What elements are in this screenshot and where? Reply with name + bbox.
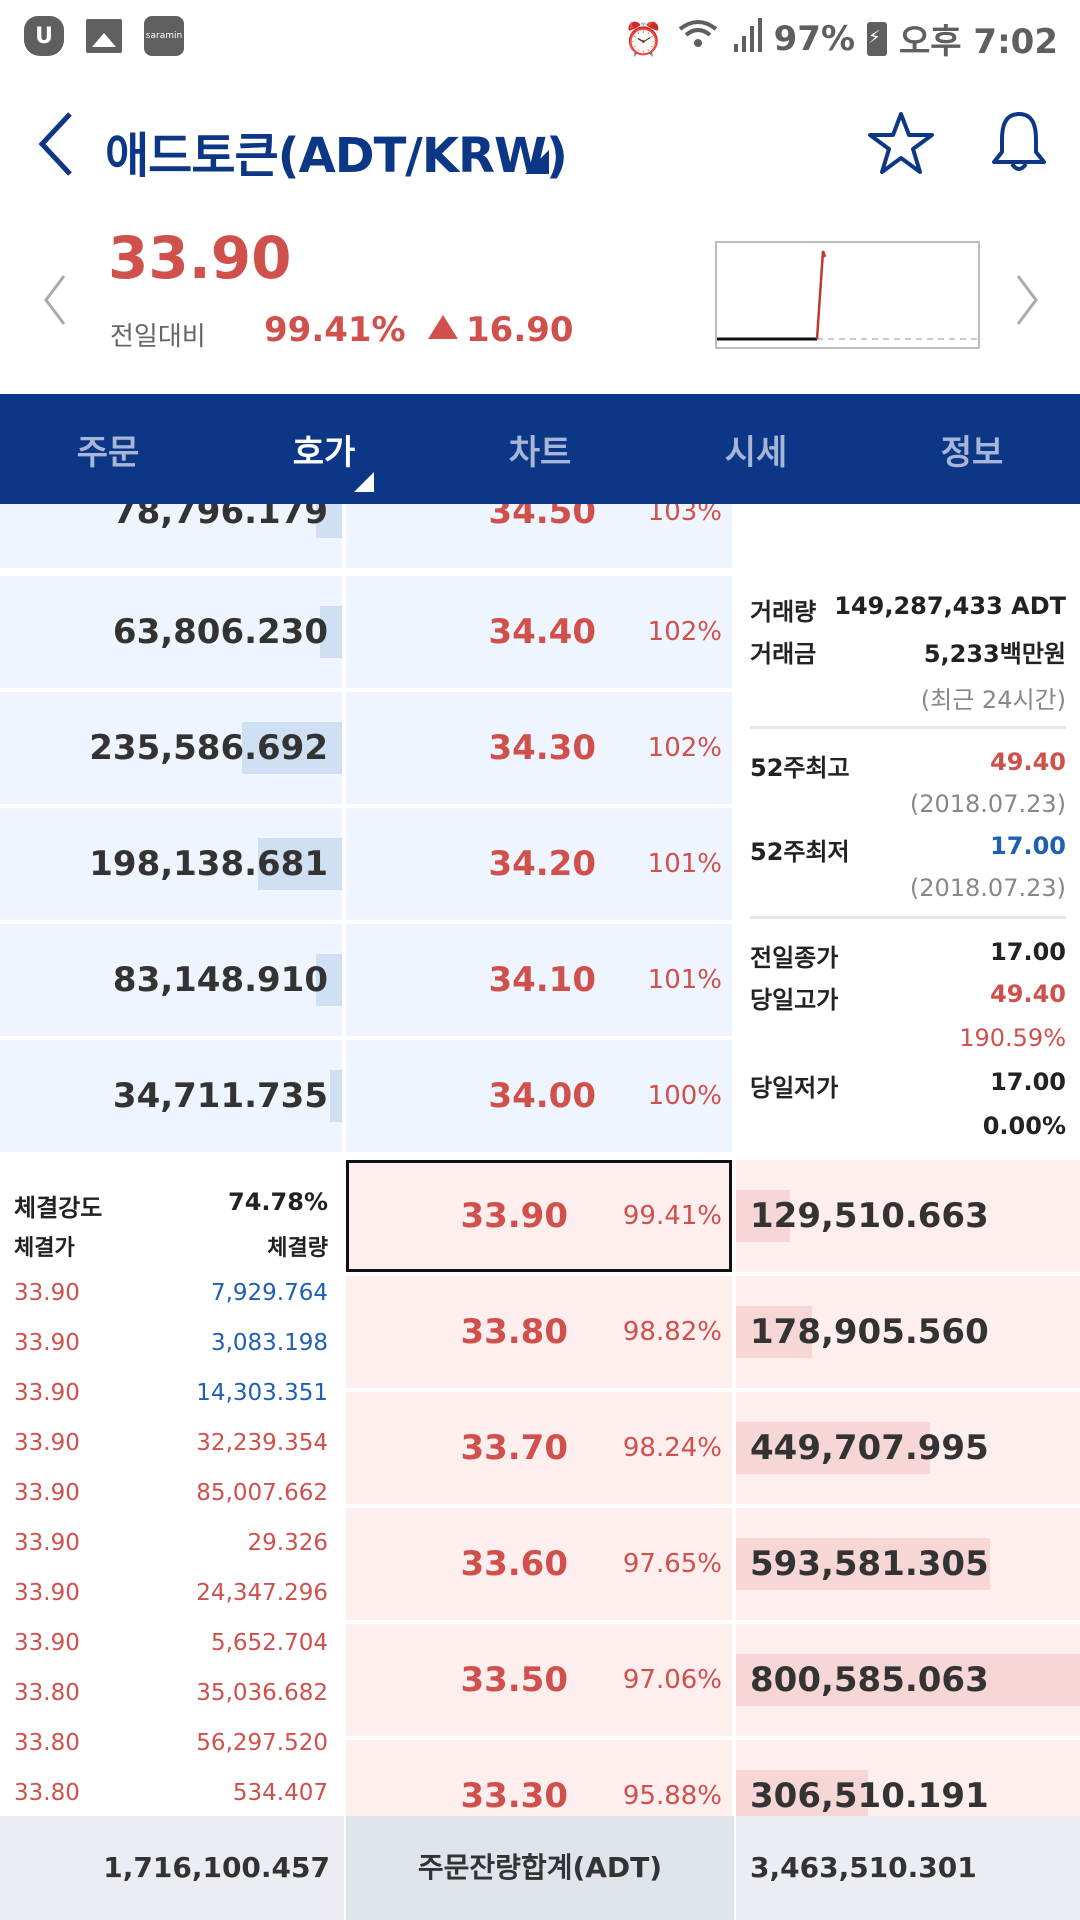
divider <box>750 726 1066 729</box>
active-tab-marker <box>354 472 374 492</box>
prev-coin-button[interactable] <box>40 270 70 330</box>
trade-row: 33.90 32,239.354 <box>14 1430 328 1456</box>
ask-row[interactable]: 63,806.230 34.40 102% <box>0 576 1080 692</box>
star-icon <box>868 112 934 174</box>
favorite-button[interactable] <box>866 110 936 176</box>
signal-icon <box>732 16 762 61</box>
wifi-icon <box>676 17 720 61</box>
volume-bar <box>736 1190 790 1242</box>
price-summary: 33.90 전일대비 99.41% 16.90 <box>0 210 1080 390</box>
change-amount-wrap: 16.90 <box>428 310 574 350</box>
trade-ticks-panel: 체결강도 74.78% 체결가 체결량 33.90 7,929.764 33.90 3,… <box>0 1160 342 1816</box>
market-info-panel: 거래량 149,287,433 ADT 거래금 5,233백만원 (최근 24시간)… <box>736 504 1080 1160</box>
ask-row[interactable]: 198,138.681 34.20 101% <box>0 808 1080 924</box>
ask-total: 1,716,100.457 <box>0 1816 344 1920</box>
trade-row: 33.80 534.407 <box>14 1780 328 1806</box>
tab-order[interactable]: 주문 <box>76 432 140 473</box>
trade-row: 33.80 35,036.682 <box>14 1680 328 1706</box>
tab-chart[interactable]: 차트 <box>508 432 572 473</box>
total-label: 주문잔량합계(ADT) <box>346 1816 734 1920</box>
tab-orderbook[interactable]: 호가 <box>216 394 432 504</box>
trade-row: 33.90 5,652.704 <box>14 1630 328 1656</box>
volume-bar <box>736 1654 1080 1706</box>
ask-row[interactable]: 34,711.735 34.00 100% <box>0 1040 1080 1156</box>
ask-row[interactable]: 235,586.692 34.30 102% <box>0 692 1080 808</box>
battery-charging-icon <box>867 21 888 56</box>
gallery-icon <box>86 19 122 53</box>
uplus-icon: U <box>24 16 64 56</box>
trade-row: 33.90 24,347.296 <box>14 1580 328 1606</box>
volume-bar <box>736 1770 868 1816</box>
saramin-icon: saramin <box>144 16 184 56</box>
volume-bar <box>316 954 342 1006</box>
battery-percent: 97% <box>773 18 856 59</box>
alarm-icon: ⏰ <box>623 19 664 58</box>
volume-bar <box>330 1070 342 1122</box>
chevron-left-icon <box>38 112 72 176</box>
bid-total: 3,463,510.301 <box>736 1816 1080 1920</box>
volume-bar <box>242 722 342 774</box>
volume-bar <box>320 606 342 658</box>
volume-bar <box>258 838 342 890</box>
back-button[interactable] <box>30 108 86 180</box>
ask-row[interactable]: 83,148.910 34.10 101% <box>0 924 1080 1040</box>
current-price: 33.90 <box>108 224 292 292</box>
tab-quotes[interactable]: 시세 <box>724 432 788 473</box>
bid-row[interactable]: 33.80 98.82% 178,905.560 <box>0 1276 1080 1392</box>
volume-bar <box>736 1422 930 1474</box>
up-triangle-icon <box>428 315 458 339</box>
volume-bar <box>736 1306 812 1358</box>
divider <box>750 916 1066 919</box>
tab-bar: 주문 호가 차트 시세 정보 <box>0 394 1080 504</box>
header: 애드토큰(ADT/KRW) <box>0 80 1080 210</box>
status-bar: U saramin ⏰ 97% 오후 7:02 <box>0 0 1080 76</box>
trade-row: 33.90 14,303.351 <box>14 1380 328 1406</box>
volume-bar <box>316 504 342 538</box>
page-title[interactable]: 애드토큰(ADT/KRW) <box>105 128 568 184</box>
trade-row: 33.90 7,929.764 <box>14 1280 328 1306</box>
dropdown-caret-icon[interactable] <box>525 150 549 174</box>
trade-row: 33.90 85,007.662 <box>14 1480 328 1506</box>
bid-row[interactable]: 33.70 98.24% 449,707.995 <box>0 1392 1080 1508</box>
ask-row[interactable]: 78,796.179 34.50 103% <box>0 504 1080 572</box>
clock: 오후 7:02 <box>899 22 1058 62</box>
trade-row: 33.80 56,297.520 <box>14 1730 328 1756</box>
tab-info[interactable]: 정보 <box>940 432 1004 473</box>
bid-row-current[interactable]: 33.90 99.41% 129,510.663 <box>0 1160 1080 1276</box>
volume-bar <box>736 1538 990 1590</box>
bid-row[interactable]: 33.50 97.06% 800,585.063 <box>0 1624 1080 1740</box>
mini-chart[interactable] <box>715 241 980 349</box>
chevron-right-icon <box>1016 275 1038 325</box>
change-percent: 99.41% <box>264 310 406 350</box>
bid-row[interactable]: 33.60 97.65% 593,581.305 <box>0 1508 1080 1624</box>
order-total-footer: 1,716,100.457 주문잔량합계(ADT) 3,463,510.301 <box>0 1816 1080 1920</box>
change-label: 전일대비 <box>110 322 206 352</box>
alert-button[interactable] <box>986 110 1052 176</box>
trade-row: 33.90 3,083.198 <box>14 1330 328 1356</box>
trade-row: 33.90 29.326 <box>14 1530 328 1556</box>
order-book[interactable]: 78,796.179 34.50 103% 63,806.230 34.40 102… <box>0 504 1080 1816</box>
next-coin-button[interactable] <box>1012 270 1042 330</box>
bid-row[interactable]: 33.30 95.88% 306,510.191 <box>0 1740 1080 1816</box>
bell-icon <box>992 112 1046 171</box>
change-amount: 16.90 <box>466 310 574 350</box>
chevron-left-icon <box>44 275 66 325</box>
current-price-cell: 33.90 99.41% <box>346 1160 732 1272</box>
